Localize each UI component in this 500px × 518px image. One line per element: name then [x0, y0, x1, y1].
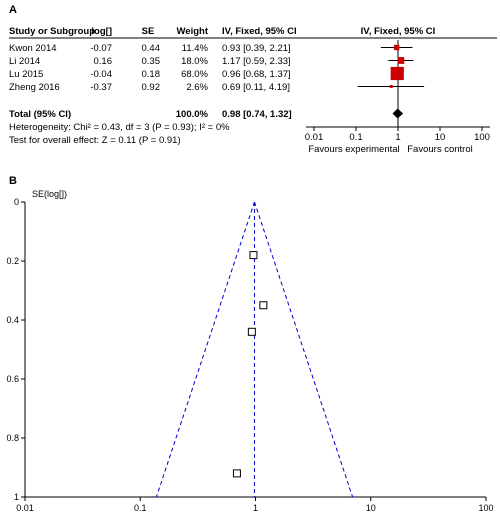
- study-ci: 1.17 [0.59, 2.33]: [222, 56, 291, 67]
- study-name: Lu 2015: [9, 69, 43, 80]
- study-se: 0.44: [142, 43, 161, 54]
- study-se: 0.35: [142, 56, 161, 67]
- total-diamond: [392, 108, 404, 119]
- funnel-x-tick-label: 10: [366, 503, 376, 513]
- funnel-y-tick-label: 0: [14, 197, 19, 207]
- study-name: Kwon 2014: [9, 43, 57, 54]
- forest-plot: Study or Subgroup log[] SE Weight IV, Fi…: [9, 26, 497, 155]
- funnel-left-boundary: [155, 201, 255, 498]
- funnel-x-tick-label: 1: [253, 503, 258, 513]
- funnel-x-tick-label: 0.01: [16, 503, 34, 513]
- funnel-point: [232, 469, 241, 478]
- heterogeneity-text: Heterogeneity: Chi² = 0.43, df = 3 (P = …: [9, 122, 230, 133]
- funnel-y-label: SE(log[]): [32, 189, 67, 199]
- total-weight: 100.0%: [176, 109, 209, 120]
- study-se: 0.92: [142, 82, 161, 93]
- funnel-point: [247, 327, 256, 336]
- study-marker: [393, 44, 400, 51]
- study-log: -0.07: [90, 43, 112, 54]
- funnel-y-tick-label: 0.8: [6, 433, 19, 443]
- study-name: Zheng 2016: [9, 82, 60, 93]
- study-weight: 68.0%: [181, 69, 208, 80]
- study-marker: [389, 85, 393, 88]
- study-log: -0.37: [90, 82, 112, 93]
- header-log: log[]: [91, 26, 112, 37]
- study-weight: 2.6%: [186, 82, 208, 93]
- header-study: Study or Subgroup: [9, 26, 95, 37]
- study-ci: 0.96 [0.68, 1.37]: [222, 69, 291, 80]
- study-name: Li 2014: [9, 56, 40, 67]
- funnel-right-boundary: [254, 201, 354, 498]
- funnel-y-tick-label: 0.6: [6, 374, 19, 384]
- header-plot: IV, Fixed, 95% CI: [361, 26, 436, 37]
- study-ci: 0.93 [0.39, 2.21]: [222, 43, 291, 54]
- study-weight: 11.4%: [182, 43, 209, 54]
- forest-x-tick-label: 0.1: [349, 132, 362, 143]
- header-ci: IV, Fixed, 95% CI: [222, 26, 297, 37]
- study-se: 0.18: [142, 69, 161, 80]
- total-ci: 0.98 [0.74, 1.32]: [222, 109, 292, 120]
- study-log: 0.16: [94, 56, 113, 67]
- forest-x-tick-label: 0.01: [305, 132, 324, 143]
- study-ci: 0.69 [0.11, 4.19]: [222, 82, 290, 93]
- funnel-y-tick-label: 0.4: [6, 315, 19, 325]
- funnel-y-tick-label: 1: [14, 492, 19, 502]
- favours-right-label: Favours control: [407, 144, 472, 155]
- study-marker: [397, 57, 405, 64]
- funnel-x-tick-label: 0.1: [134, 503, 147, 513]
- header-se: SE: [142, 26, 155, 37]
- funnel-y-tick-label: 0.2: [6, 256, 19, 266]
- total-label: Total (95% CI): [9, 109, 71, 120]
- funnel-x-tick-label: 100: [478, 503, 493, 513]
- header-weight: Weight: [177, 26, 209, 37]
- overall-effect-text: Test for overall effect: Z = 0.11 (P = 0…: [9, 135, 181, 146]
- study-log: -0.04: [90, 69, 112, 80]
- forest-x-tick-label: 100: [474, 132, 490, 143]
- favours-left-label: Favours experimental: [308, 144, 399, 155]
- panel-b-label: B: [9, 175, 17, 187]
- forest-x-tick-label: 1: [395, 132, 400, 143]
- funnel-point: [249, 251, 258, 260]
- study-marker: [390, 66, 404, 81]
- forest-x-tick-label: 10: [435, 132, 446, 143]
- study-weight: 18.0%: [181, 56, 208, 67]
- funnel-point: [259, 301, 268, 310]
- panel-a-label: A: [9, 4, 17, 16]
